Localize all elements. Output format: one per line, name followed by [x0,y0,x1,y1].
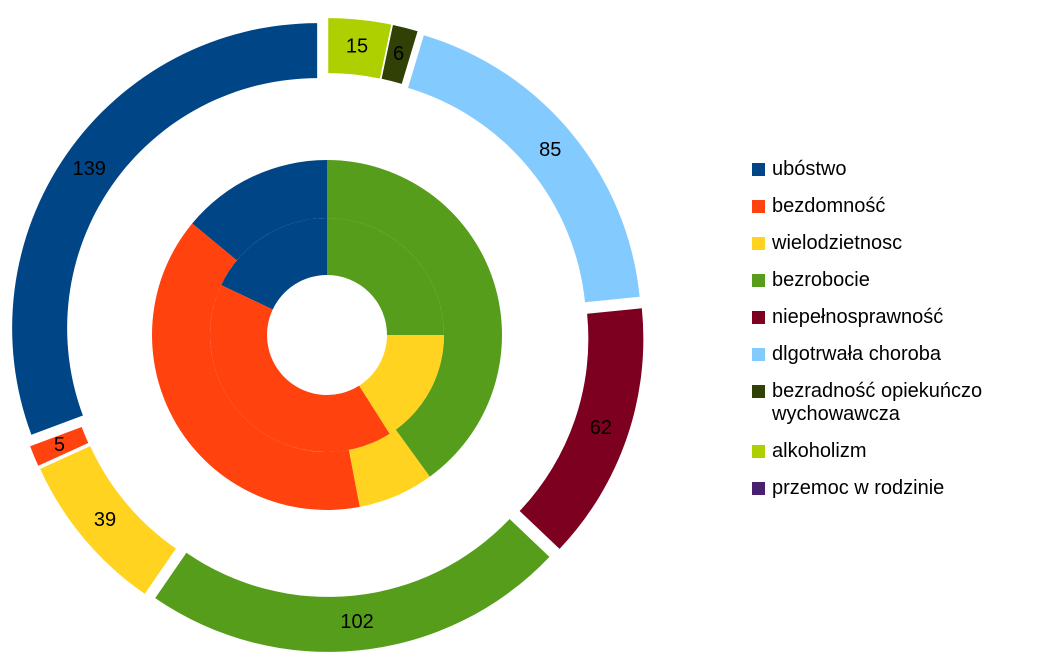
legend-label: bezrobocie [772,269,870,291]
donut-segment [155,519,550,652]
donut-segment [210,285,390,453]
legend-label: bezradność opiekuńczo wychowawcza [772,380,983,425]
data-label: 5 [54,434,65,456]
legend-swatch [752,445,765,458]
legend-item: bezdomność [752,195,1047,218]
legend-swatch [752,237,765,250]
donut-segment [40,446,176,594]
chart: 139 5 39 102 62 85 6 15 [12,18,644,652]
legend-item: przemoc w rodzinie [752,477,1047,500]
legend-label: przemoc w rodzinie [772,477,945,499]
data-label: 139 [72,158,105,180]
legend-item: alkoholizm [752,440,1047,463]
donut-segment [359,335,444,434]
legend-swatch [752,348,765,361]
legend-swatch [752,311,765,324]
donut-segment [192,160,327,261]
data-label: 62 [590,417,612,439]
legend-label: niepełnosprawność [772,306,944,328]
legend-swatch [752,163,765,176]
data-label: 15 [346,35,368,57]
donut-segment [30,426,89,466]
legend-swatch [752,385,765,398]
legend-item: dlgotrwała choroba [752,343,1047,366]
legend-label: ubóstwo [772,158,847,180]
donut-segment [348,429,430,507]
data-label: 39 [94,509,116,531]
legend-item: ubóstwo [752,158,1047,181]
donut-segment [519,308,644,549]
legend-item: bezrobocie [752,269,1047,292]
data-label: 85 [539,139,561,161]
donut-segment [221,218,327,310]
donut-segment [408,35,640,303]
legend-item: niepełnosprawność [752,306,1047,329]
donut-segment [327,218,444,335]
donut-segment [152,223,360,510]
donut-segment [12,23,318,435]
donut-segment [327,160,502,477]
donut-segment [328,18,392,79]
legend-item: bezradność opiekuńczo wychowawcza [752,380,1047,426]
legend-swatch [752,482,765,495]
data-label: 6 [393,43,404,65]
legend-label: bezdomność [772,195,886,217]
legend-label: dlgotrwała choroba [772,343,941,365]
legend-label: alkoholizm [772,440,867,462]
data-label: 102 [340,611,373,633]
legend-label: wielodzietnosc [772,232,903,254]
legend: ubóstwo bezdomność wielodzietnosc bezroboci… [752,158,1047,514]
legend-item: wielodzietnosc [752,232,1047,255]
donut-segment [381,24,418,84]
legend-swatch [752,274,765,287]
legend-swatch [752,200,765,213]
